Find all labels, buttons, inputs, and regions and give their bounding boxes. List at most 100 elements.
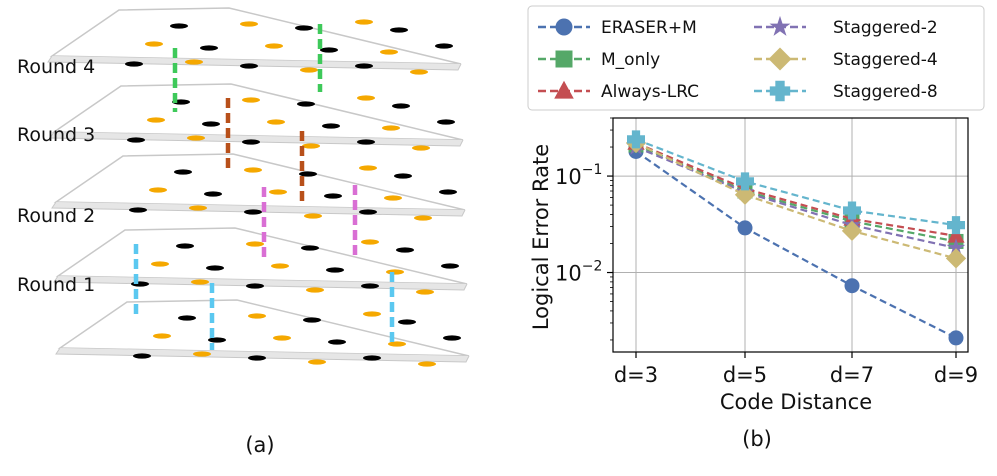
series-line bbox=[635, 150, 957, 339]
legend-label: M_only bbox=[601, 50, 660, 70]
data-qubit bbox=[326, 267, 344, 273]
marker-circle bbox=[555, 18, 573, 36]
ancilla-qubit bbox=[191, 279, 209, 285]
data-qubit bbox=[322, 123, 340, 129]
round-plane bbox=[53, 153, 466, 211]
caption-a: (a) bbox=[245, 433, 274, 457]
marker-diamond bbox=[768, 47, 792, 71]
data-qubit bbox=[443, 335, 461, 341]
series-staggered-4 bbox=[625, 132, 967, 269]
legend-item: Staggered-8 bbox=[754, 80, 938, 102]
ancilla-qubit bbox=[357, 95, 375, 101]
marker-plus bbox=[947, 216, 965, 235]
data-qubit bbox=[242, 139, 260, 145]
data-qubit bbox=[361, 283, 379, 289]
legend-label: Staggered-2 bbox=[833, 18, 938, 38]
series-always-lrc bbox=[627, 134, 965, 243]
ancilla-qubit bbox=[145, 41, 163, 47]
round-plane bbox=[57, 299, 470, 357]
marker-triangle bbox=[554, 80, 574, 99]
y-tick-exponent: −2 bbox=[582, 259, 603, 275]
ancilla-qubit bbox=[302, 143, 320, 149]
data-qubit bbox=[204, 191, 222, 197]
ancilla-qubit bbox=[308, 359, 326, 365]
marker-triangle bbox=[947, 226, 965, 243]
ancilla-qubit bbox=[246, 241, 264, 247]
round-2-label: Round 2 bbox=[17, 205, 95, 227]
ancilla-qubit bbox=[386, 269, 404, 275]
legend-label: Staggered-8 bbox=[833, 82, 938, 102]
marker-diamond bbox=[841, 220, 863, 242]
data-qubit bbox=[240, 63, 258, 69]
ancilla-qubit bbox=[187, 135, 205, 141]
marker-circle bbox=[737, 220, 753, 236]
ancilla-qubit bbox=[248, 313, 266, 319]
ancilla-qubit bbox=[418, 361, 436, 367]
series-line bbox=[635, 142, 957, 260]
caption-b: (b) bbox=[742, 427, 772, 451]
marker-star bbox=[946, 238, 966, 256]
marker-square bbox=[555, 50, 573, 68]
x-axis-title: Code Distance bbox=[720, 390, 872, 414]
ancilla-qubit bbox=[361, 239, 379, 245]
ancilla-qubit bbox=[147, 117, 165, 123]
round-stack-diagram bbox=[47, 7, 470, 367]
ancilla-qubit bbox=[240, 21, 258, 27]
legend-label: Staggered-4 bbox=[833, 50, 938, 70]
round-plane bbox=[49, 7, 462, 65]
data-qubit bbox=[363, 355, 381, 361]
data-qubit bbox=[357, 139, 375, 145]
ancilla-qubit bbox=[265, 43, 283, 49]
data-qubit bbox=[202, 121, 220, 127]
marker-plus bbox=[627, 130, 645, 149]
data-qubit bbox=[299, 171, 317, 177]
data-qubit bbox=[303, 317, 321, 323]
data-qubit bbox=[301, 245, 319, 251]
round-plane bbox=[51, 83, 464, 141]
data-qubit bbox=[170, 23, 188, 29]
data-qubit bbox=[129, 207, 147, 213]
data-qubit bbox=[244, 209, 262, 215]
data-qubit bbox=[392, 103, 410, 109]
series-m-only bbox=[628, 137, 964, 249]
ancilla-qubit bbox=[269, 189, 287, 195]
data-qubit bbox=[127, 137, 145, 143]
y-axis-title: Logical Error Rate bbox=[529, 144, 553, 330]
y-tick-exponent: −1 bbox=[582, 162, 603, 178]
ancilla-qubit bbox=[306, 287, 324, 293]
series-eraser-m bbox=[628, 143, 964, 346]
marker-diamond bbox=[945, 248, 967, 269]
series-staggered-8 bbox=[627, 130, 965, 235]
round-1-label: Round 1 bbox=[17, 274, 95, 296]
data-qubit bbox=[246, 283, 264, 289]
marker-circle bbox=[948, 330, 964, 346]
x-tick-label: d=9 bbox=[934, 363, 978, 387]
ancilla-qubit bbox=[242, 97, 260, 103]
legend-item: Staggered-2 bbox=[754, 15, 938, 38]
x-tick-label: d=3 bbox=[614, 363, 658, 387]
data-qubit bbox=[176, 243, 194, 249]
series-line bbox=[635, 138, 957, 227]
ancilla-qubit bbox=[193, 351, 211, 357]
data-qubit bbox=[437, 119, 455, 125]
ancilla-qubit bbox=[149, 187, 167, 193]
y-tick-label: 10−2 bbox=[555, 259, 602, 286]
legend-item: Always-LRC bbox=[538, 80, 699, 102]
data-qubit bbox=[248, 355, 266, 361]
data-qubit bbox=[131, 281, 149, 287]
marker-diamond bbox=[734, 184, 756, 205]
ancilla-qubit bbox=[185, 59, 203, 65]
series-line bbox=[635, 141, 957, 237]
ancilla-qubit bbox=[382, 125, 400, 131]
ancilla-qubit bbox=[359, 165, 377, 171]
legend-item: ERASER+M bbox=[538, 18, 697, 38]
x-tick-label: d=7 bbox=[830, 363, 874, 387]
x-tick-label: d=5 bbox=[723, 363, 767, 387]
ancilla-qubit bbox=[271, 263, 289, 269]
ancilla-qubit bbox=[267, 119, 285, 125]
plot-frame bbox=[612, 117, 969, 353]
legend: ERASER+M M_only Always-LRC Staggered-2 Stagg… bbox=[527, 5, 985, 111]
data-qubit bbox=[441, 263, 459, 269]
data-qubit bbox=[394, 173, 412, 179]
